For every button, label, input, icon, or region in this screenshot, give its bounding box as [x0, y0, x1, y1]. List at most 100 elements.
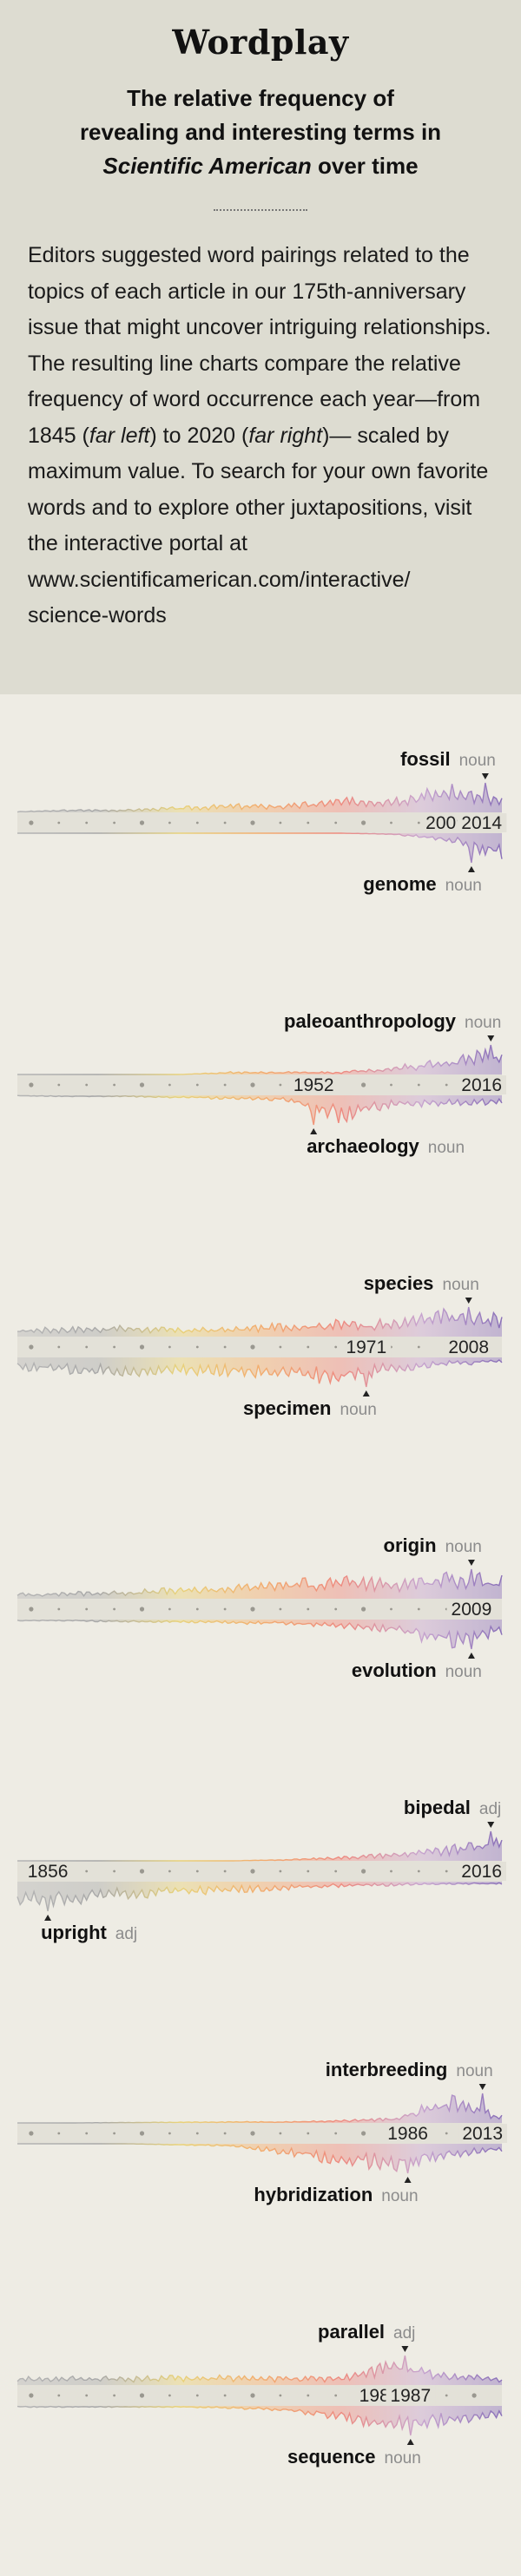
- decade-dot: [57, 1345, 61, 1349]
- decade-dot: [29, 2393, 34, 2398]
- subtitle-line-3: Scientific American over time: [35, 149, 486, 183]
- decade-dot: [113, 2132, 116, 2135]
- top-word: origin: [384, 1534, 437, 1556]
- decade-dot: [250, 1607, 255, 1612]
- bottom-part-of-speech: noun: [445, 1663, 482, 1681]
- decade-dot: [195, 2394, 199, 2397]
- year-label: 1986: [387, 2124, 428, 2144]
- decade-dot: [85, 1345, 89, 1349]
- decade-dot: [195, 1345, 199, 1349]
- decade-dot: [279, 2394, 282, 2397]
- decade-dot: [445, 2132, 448, 2135]
- decade-dot: [113, 821, 116, 825]
- top-series-area-species: [17, 1307, 502, 1337]
- decade-dot: [279, 2132, 282, 2135]
- year-label: 2016: [461, 1075, 502, 1095]
- top-word-label: bipedal adj: [404, 1797, 501, 1818]
- bottom-series-area-genome: [17, 833, 502, 863]
- year-label-background: [457, 1862, 506, 1881]
- decade-dot: [195, 821, 199, 825]
- top-peak-marker: [487, 1035, 495, 1042]
- bottom-word: archaeology: [307, 1135, 419, 1157]
- top-part-of-speech: noun: [443, 1276, 479, 1294]
- decade-dot: [307, 2394, 310, 2397]
- decade-dot: [223, 2394, 227, 2397]
- year-label: 2014: [461, 813, 502, 833]
- decade-dot: [445, 2394, 448, 2397]
- year-label: 2016: [461, 1862, 502, 1882]
- decade-dot: [361, 2131, 366, 2136]
- top-peak-marker: [478, 2084, 486, 2090]
- decade-dot: [445, 1870, 448, 1873]
- bottom-peak-marker: [467, 866, 475, 872]
- year-label-background: [341, 1337, 392, 1357]
- decade-dot: [168, 2132, 171, 2135]
- decade-dot: [250, 2393, 255, 2398]
- decade-dot: [139, 820, 145, 825]
- top-word-label: origin noun: [384, 1534, 482, 1556]
- intro-far-left: far left: [89, 423, 150, 448]
- decade-dot: [334, 1345, 338, 1349]
- bottom-word-label: upright adj: [41, 1922, 137, 1943]
- top-series-area-origin: [17, 1569, 502, 1599]
- decade-dot: [85, 1083, 89, 1087]
- top-part-of-speech: noun: [459, 752, 496, 770]
- top-word: species: [364, 1272, 434, 1294]
- year-label-background: [457, 1075, 506, 1094]
- top-series-line-paleoanthropology: [17, 1044, 503, 1075]
- decade-dot: [139, 1082, 145, 1088]
- year-label-background: [446, 1600, 497, 1619]
- top-series-line-parallel: [16, 2355, 503, 2383]
- word-pair-chart-interbreeding: 1986 2013 interbreeding noun hybridization no…: [17, 2059, 508, 2205]
- bottom-word-label: specimen noun: [243, 1397, 377, 1419]
- year-label-background: [288, 1075, 339, 1094]
- decade-dot: [57, 1607, 61, 1611]
- bottom-series-area-evolution: [17, 1620, 502, 1649]
- bottom-peak-marker: [44, 1915, 52, 1921]
- decade-dot: [279, 1345, 282, 1349]
- year-label-background: [444, 1337, 494, 1357]
- bottom-series-line-specimen: [16, 1358, 503, 1388]
- bottom-word: specimen: [243, 1397, 332, 1419]
- top-peak-marker: [465, 1298, 472, 1304]
- year-label-background: [386, 2386, 436, 2405]
- top-series-line-fossil: [16, 782, 503, 813]
- decade-dot: [250, 1344, 255, 1350]
- top-part-of-speech: noun: [465, 1014, 501, 1032]
- bottom-word: upright: [41, 1922, 107, 1943]
- header: Wordplay The relative frequency of revea…: [0, 0, 521, 694]
- bottom-series-line-evolution: [16, 1619, 503, 1650]
- decade-dot: [223, 1083, 227, 1087]
- top-word-label: interbreeding noun: [326, 2059, 493, 2080]
- bottom-peak-marker: [310, 1128, 318, 1134]
- word-pair-chart-bipedal: 1856 2016 bipedal adj upright adj: [16, 1797, 506, 1943]
- baseline-band: [17, 1599, 502, 1620]
- decade-dot: [334, 1870, 338, 1873]
- bottom-peak-marker: [362, 1390, 370, 1396]
- decade-dot: [85, 1607, 89, 1611]
- bottom-part-of-speech: noun: [385, 2449, 421, 2468]
- intro-far-right: far right: [248, 423, 323, 448]
- decade-dot: [307, 1607, 310, 1611]
- year-label: 1987: [390, 2386, 431, 2406]
- magazine-name: Scientific American: [102, 153, 312, 179]
- decade-dot: [195, 1870, 199, 1873]
- decade-dot: [85, 2394, 89, 2397]
- decade-dot: [113, 1083, 116, 1087]
- bottom-series-line-upright: [16, 1882, 503, 1912]
- decade-dot: [113, 1345, 116, 1349]
- decade-dot: [445, 1083, 448, 1087]
- decade-dot: [307, 821, 310, 825]
- decade-dot: [195, 1607, 199, 1611]
- subtitle-line-2: revealing and interesting terms in: [79, 119, 442, 145]
- decade-dot: [417, 821, 420, 825]
- subtitle-line-1: The relative frequency of: [127, 85, 394, 111]
- year-label-background: [23, 1862, 73, 1881]
- decade-dot: [195, 1083, 199, 1087]
- decade-dot: [57, 1083, 61, 1087]
- bottom-peak-marker: [467, 1653, 475, 1659]
- bottom-word: sequence: [287, 2446, 376, 2468]
